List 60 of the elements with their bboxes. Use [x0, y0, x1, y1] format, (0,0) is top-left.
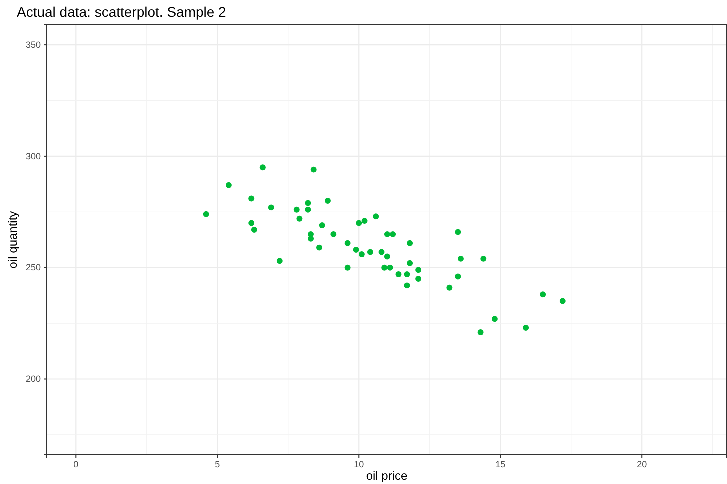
point [455, 274, 462, 280]
point [305, 206, 312, 213]
point [362, 218, 368, 224]
point [310, 166, 317, 173]
y-axis-title: oil quantity [6, 211, 20, 269]
point [251, 226, 258, 233]
point [248, 220, 255, 226]
x-tick-label: 5 [215, 459, 220, 470]
point [446, 284, 453, 291]
point [305, 200, 312, 206]
point [416, 276, 422, 282]
point [268, 204, 274, 211]
point [396, 272, 402, 278]
point [203, 211, 210, 218]
point [455, 229, 462, 236]
point [330, 231, 337, 238]
x-tick-label: 15 [496, 459, 506, 470]
point [358, 252, 365, 258]
x-tick-label: 0 [74, 459, 79, 470]
y-tick-label: 250 [26, 262, 41, 273]
point [325, 198, 331, 204]
point [373, 214, 380, 220]
point [260, 164, 266, 171]
point [478, 329, 484, 336]
point [356, 220, 362, 226]
point [390, 231, 396, 238]
point [319, 222, 326, 228]
point [404, 282, 410, 289]
point [344, 264, 351, 271]
point [404, 272, 410, 278]
point [480, 256, 487, 262]
point [226, 182, 232, 188]
point [492, 316, 498, 322]
point [416, 267, 422, 274]
point [384, 254, 390, 260]
point [276, 258, 283, 264]
point [316, 244, 322, 251]
point [382, 264, 388, 271]
point [407, 240, 414, 246]
point [540, 292, 546, 298]
point [560, 298, 566, 304]
x-tick-label: 10 [354, 459, 364, 470]
point [378, 249, 385, 256]
point [384, 231, 390, 238]
x-tick-label: 20 [637, 459, 648, 470]
point [407, 260, 414, 266]
point [296, 216, 303, 222]
point [367, 249, 374, 256]
point [353, 247, 360, 254]
y-tick-label: 350 [26, 40, 41, 50]
point [248, 196, 255, 202]
point [344, 240, 351, 246]
point [458, 256, 464, 262]
chart-title: Actual data: scatterplot. Sample 2 [17, 4, 227, 20]
y-tick-label: 200 [26, 374, 41, 384]
point [387, 264, 394, 271]
y-tick-label: 300 [26, 151, 41, 162]
point [294, 206, 300, 213]
x-axis-title: oil price [366, 469, 408, 483]
point [523, 325, 530, 331]
